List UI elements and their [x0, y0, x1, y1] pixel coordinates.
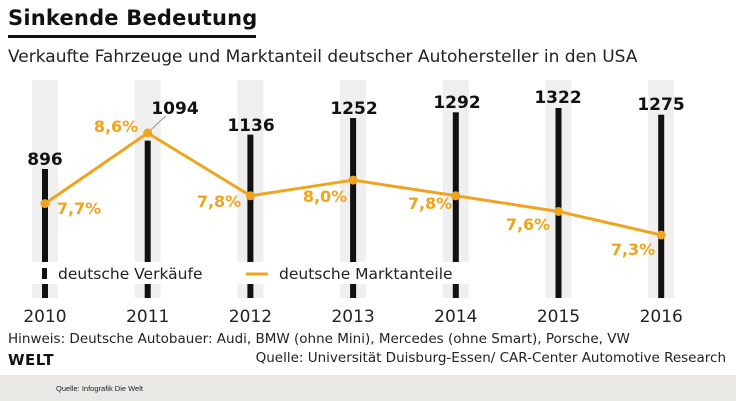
- bar-2012: [247, 134, 254, 298]
- footer-source: Quelle: Universität Duisburg-Essen/ CAR-…: [255, 350, 726, 366]
- x-tick-label: 2013: [331, 307, 374, 327]
- legend-label-sales: deutsche Verkäufe: [58, 265, 203, 283]
- bar-value-label: 1322: [534, 88, 581, 108]
- share-value-label: 7,8%: [197, 192, 241, 211]
- legend-bar-swatch-icon: [42, 268, 47, 279]
- share-value-label: 7,7%: [57, 199, 101, 218]
- credit-strip: [0, 375, 736, 401]
- bar-value-label: 1275: [637, 95, 684, 115]
- market-share-point-2015: [554, 206, 563, 216]
- credit-text: Quelle: Infografik Die Welt: [56, 384, 143, 393]
- bar-value-label: 1252: [330, 99, 377, 119]
- bar-2016: [658, 114, 665, 299]
- market-share-point-2014: [451, 191, 461, 201]
- bar-2015: [555, 108, 562, 298]
- x-tick-label: 2014: [434, 307, 477, 327]
- x-tick-label: 2015: [537, 307, 580, 327]
- market-share-point-2012: [245, 191, 255, 201]
- chart-title: Sinkende Bedeutung: [8, 6, 258, 30]
- market-share-point-2011: [143, 128, 153, 138]
- share-value-label: 8,6%: [94, 117, 138, 136]
- bar-value-label: 896: [27, 150, 63, 170]
- share-value-label: 7,8%: [408, 194, 452, 213]
- welt-logo: WELT: [8, 351, 55, 369]
- legend-background: [30, 262, 510, 284]
- bar-value-label: 1136: [227, 116, 274, 136]
- bar-value-label: 1094: [151, 99, 198, 119]
- chart-area: deutsche Verkäufe deutsche Marktanteile 8…: [23, 80, 685, 327]
- market-share-point-2013: [348, 175, 358, 185]
- title-underline: [8, 35, 256, 38]
- share-value-label: 8,0%: [303, 187, 347, 206]
- x-tick-label: 2016: [640, 307, 683, 327]
- leader-line: [150, 115, 167, 131]
- bar-2014: [452, 112, 459, 298]
- chart-subtitle: Verkaufte Fahrzeuge und Marktanteil deut…: [8, 47, 638, 67]
- x-tick-label: 2011: [126, 307, 169, 327]
- legend-label-share: deutsche Marktanteile: [279, 265, 453, 283]
- x-tick-label: 2012: [229, 307, 272, 327]
- share-value-label: 7,3%: [611, 240, 655, 259]
- market-share-point-2016: [656, 230, 666, 240]
- x-tick-label: 2010: [23, 307, 66, 327]
- bar-value-label: 1292: [433, 93, 480, 113]
- share-value-label: 7,6%: [506, 215, 550, 234]
- market-share-point-2010: [40, 199, 50, 209]
- footer-note: Hinweis: Deutsche Autobauer: Audi, BMW (…: [8, 331, 630, 347]
- bar-2011: [144, 140, 151, 298]
- bar-2010: [42, 169, 48, 298]
- bar-2013: [350, 118, 357, 299]
